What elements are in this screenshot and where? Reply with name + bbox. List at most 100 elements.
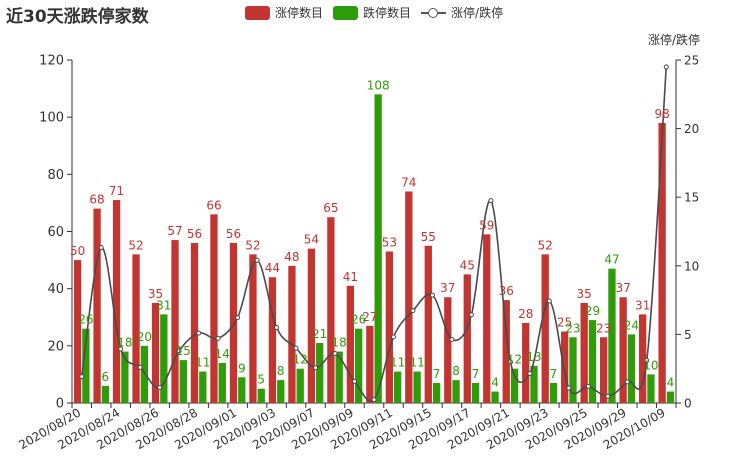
bar-down-label: 47 [604,253,619,267]
bar-up [619,297,627,403]
bar-down-label: 11 [390,356,405,370]
bar-down [335,351,343,403]
bar-up-label: 48 [284,250,299,264]
bar-down [199,371,207,403]
ratio-point [176,348,182,354]
bar-down [121,351,129,403]
bar-up-label: 74 [401,175,416,189]
legend-item-down[interactable]: 跌停数目 [333,4,411,21]
bar-down [608,268,616,403]
bar-up [638,314,647,403]
y-right-tick-label: 15 [684,191,699,205]
ratio-point [254,257,260,263]
bar-up [522,322,530,403]
bar-up [502,300,510,403]
bar-up [385,251,393,403]
bar-down [160,314,168,403]
bar-down [82,328,90,403]
bar-up-label: 35 [148,287,163,301]
bar-up [405,191,413,403]
bar-down [355,328,363,403]
bar-down [471,382,480,403]
bar-up [112,200,121,403]
bar-up-label: 35 [577,287,592,301]
bar-down-label: 7 [472,367,480,381]
bar-down [530,365,538,403]
bar-up-label: 50 [70,244,85,258]
bar-down [452,380,460,403]
y-left-tick-label: 80 [47,168,64,183]
bar-up [268,277,277,403]
bar-up-label: 66 [206,198,221,212]
bar-down [238,377,246,403]
bar-down-label: 21 [312,327,327,341]
bar-down [510,368,519,403]
bar-up [93,208,101,403]
bar-down [179,360,187,403]
bar-down-label: 7 [550,367,558,381]
ratio-point [449,336,455,342]
bar-down-label: 31 [156,298,171,312]
bar-down-label: 29 [585,304,600,318]
bar-up [288,265,296,403]
y-left-tick-label: 20 [47,339,64,354]
bar-up-label: 37 [440,281,455,295]
ratio-point [527,371,533,377]
bar-up [346,285,355,403]
ratio-point [468,312,474,318]
bar-down-label: 10 [643,358,658,372]
bar-up-label: 53 [382,236,397,250]
ratio-point [98,245,104,251]
bar-up [444,297,452,403]
ratio-point [196,330,202,336]
bar-up-label: 52 [538,238,553,252]
ratio-point [410,308,416,314]
ratio-point [274,325,280,331]
bar-up-label: 71 [109,184,124,198]
ratio-point [235,315,241,321]
legend-item-up[interactable]: 涨停数目 [245,4,323,21]
bar-up-label: 41 [343,270,358,284]
bar-up-label: 52 [128,238,143,252]
ratio-point [546,298,552,304]
bar-down-label: 15 [176,344,191,358]
ratio-point [663,64,669,70]
y-right-tick-label: 10 [684,259,699,273]
y-left-tick-label: 120 [39,54,64,69]
legend-label-down: 跌停数目 [363,6,412,20]
bar-down-label: 4 [491,376,499,390]
y-right-tick-label: 25 [684,54,699,68]
bar-up-label: 25 [557,316,572,330]
bar-down-label: 24 [624,318,639,332]
bar-up [541,254,549,403]
bar-down-label: 5 [257,373,265,387]
bar-up-label: 45 [460,258,475,272]
y-left-tick-label: 60 [47,225,64,240]
chart-legend: 涨停数目 跌停数目 涨停/跌停 [245,4,513,21]
ratio-point [585,383,591,389]
bar-down [413,371,421,403]
bar-up-label: 31 [635,298,650,312]
bar-down-label: 12 [293,353,308,367]
ratio-point [157,384,163,390]
bar-up [561,331,569,403]
bar-up [307,248,316,403]
y-right-tick-label: 0 [684,397,692,411]
bar-down [257,388,265,403]
bar-down-label: 14 [215,347,230,361]
y-left-tick-label: 0 [56,397,64,412]
ratio-point [644,357,650,363]
bar-down-label: 8 [452,364,460,378]
bar-up [658,122,666,403]
bar-up [73,260,82,403]
bar-down-label: 18 [332,336,347,350]
bar-up [600,337,608,403]
bar-down-label: 23 [565,321,580,335]
bar-up-label: 98 [654,107,669,121]
bar-up-label: 44 [265,261,280,275]
bar-up-label: 57 [167,224,182,238]
bar-down-label: 12 [507,353,522,367]
legend-item-ratio[interactable]: 涨停/跌停 [421,4,503,21]
